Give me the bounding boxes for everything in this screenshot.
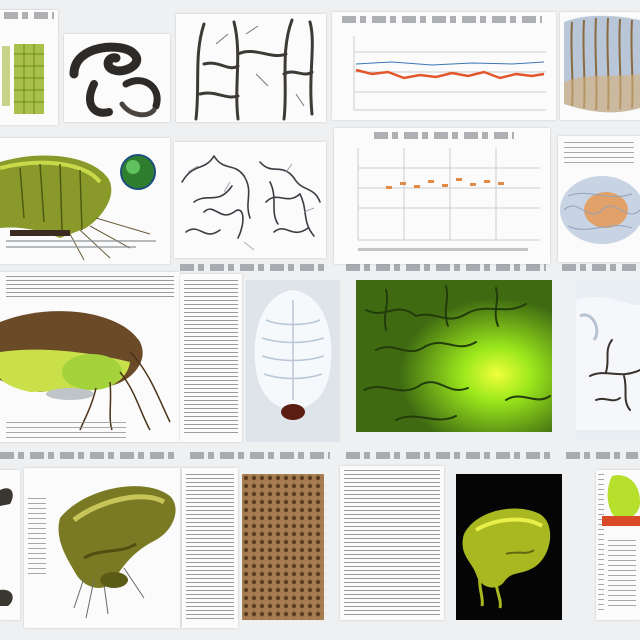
caption-strip	[566, 452, 638, 459]
panel-bulb-tissue	[558, 136, 640, 262]
green-sphere-icon	[120, 154, 156, 190]
line-chart-icon	[353, 36, 546, 111]
text-block	[28, 498, 46, 578]
text-block	[186, 474, 234, 622]
panel-curled-organism	[64, 34, 170, 122]
panel-header	[342, 16, 542, 23]
panel-header	[4, 12, 54, 19]
panel-ribbed-tissue	[560, 12, 640, 120]
green-larva-icon	[0, 155, 156, 261]
panel-chart-fragment	[596, 470, 640, 620]
panel-green-larva	[0, 138, 170, 264]
panel-small-specimen	[0, 470, 20, 620]
white-branch-icon	[576, 297, 640, 430]
text-block	[598, 474, 604, 614]
panel-glowing-green-mass	[356, 280, 552, 432]
panel-beetle	[0, 272, 180, 442]
textured-membrane-icon	[242, 474, 324, 620]
neural-network-icon	[181, 155, 321, 251]
leaf-cell-icon	[2, 44, 44, 114]
text-block	[6, 276, 174, 300]
caption-strip	[0, 452, 180, 459]
panel-textured-membrane	[242, 474, 324, 620]
ribbed-tissue-icon	[564, 15, 640, 113]
panel-white-branch	[576, 280, 640, 440]
panel-line-chart	[332, 12, 556, 120]
curled-organism-icon	[69, 42, 161, 118]
panel-leaf-cells	[0, 10, 58, 125]
caption-strip	[190, 452, 330, 459]
text-block	[564, 142, 634, 166]
text-block	[344, 470, 440, 616]
panel-olive-organism	[24, 468, 180, 628]
text-block	[184, 280, 238, 436]
panel-header	[374, 132, 514, 139]
text-block	[608, 540, 636, 610]
scatter-chart-icon	[357, 148, 540, 251]
panel-branching-tree	[176, 14, 326, 122]
caption-strip	[562, 264, 638, 271]
panel-text-column	[180, 274, 242, 442]
panel-text-column	[182, 468, 238, 628]
leaf-cell-icon	[0, 488, 13, 606]
panel-scatter-chart	[334, 128, 550, 264]
green-sphere-icon	[602, 475, 640, 526]
caption-strip	[180, 264, 330, 271]
panel-white-bulb	[246, 280, 340, 442]
caption-strip	[346, 264, 546, 271]
panel-text-column	[340, 466, 444, 620]
panel-green-specimen	[456, 474, 562, 620]
white-bulb-icon	[254, 290, 332, 420]
caption-strip	[346, 452, 556, 459]
branching-tree-icon	[194, 18, 314, 121]
bulb-tissue-icon	[560, 176, 640, 244]
panel-neural-network	[174, 142, 326, 258]
olive-organism-icon	[58, 486, 176, 619]
beetle-icon	[0, 311, 171, 431]
glowing-green-mass-icon	[356, 280, 552, 432]
green-specimen-icon	[462, 508, 551, 609]
text-block	[6, 422, 126, 438]
